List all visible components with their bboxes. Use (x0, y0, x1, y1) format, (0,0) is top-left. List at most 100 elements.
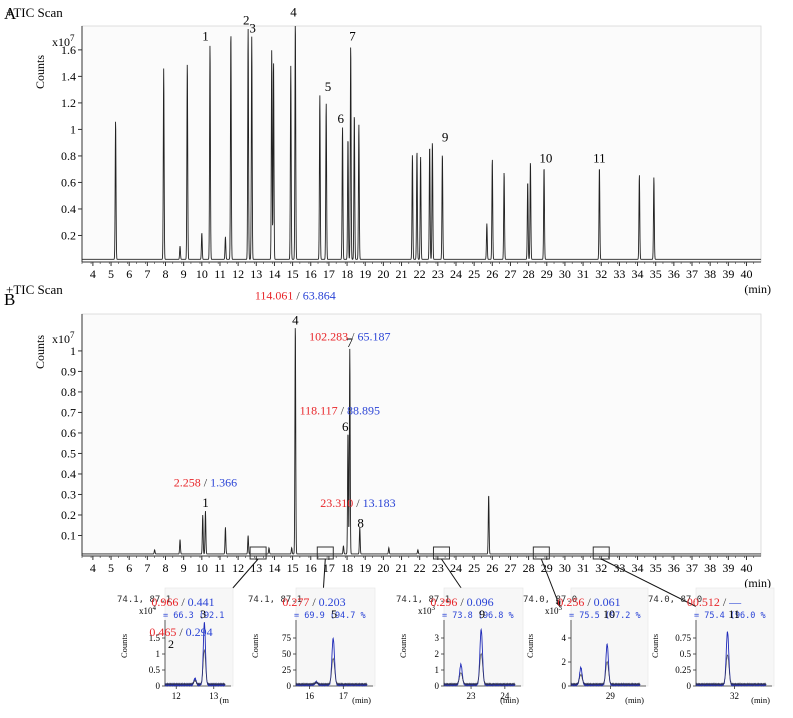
zoom-inset: 74.0, 87.0 = 75.4 (96.0 % Counts 0 0.25 0.5 0.… (648, 587, 775, 705)
inset-match: = 69.9 (94.7 % (294, 611, 366, 621)
x-tick-label: 27 (504, 267, 516, 281)
ratio-blue: 0.441 (188, 595, 215, 609)
x-tick-label: 31 (577, 561, 589, 575)
inset-y-tick-label: 0.5 (149, 665, 161, 675)
x-tick-label: 12 (232, 561, 244, 575)
ratio-annotation: 23.310 / 13.183 (320, 496, 395, 510)
x-tick-label: 37 (686, 267, 698, 281)
inset-y-tick-label: 2 (435, 649, 440, 659)
ratio-red: 00.512 (687, 595, 720, 609)
x-tick-label: 17 (323, 267, 335, 281)
inset-ratio: 0.465 / 0.294 (149, 625, 212, 639)
inset-x-tick-label: 29 (606, 691, 616, 701)
x-tick-label: 26 (486, 561, 498, 575)
x-tick-label: 20 (377, 267, 389, 281)
x-tick-label: 39 (722, 561, 734, 575)
y-multiplier: x107 (52, 330, 75, 346)
inset-multiplier: x103 (545, 604, 563, 616)
inset-ratio: 0.296 / 0.096 (430, 595, 493, 609)
x-tick-label: 34 (632, 267, 644, 281)
x-tick-label: 6 (126, 561, 132, 575)
x-tick-label: 27 (504, 561, 516, 575)
inset-x-unit: (min) (751, 695, 770, 705)
inset-peak-number: 5 (331, 607, 337, 621)
x-tick-label: 39 (722, 267, 734, 281)
x-tick-label: 9 (181, 267, 187, 281)
x-tick-label: 34 (632, 561, 644, 575)
x-tick-label: 24 (450, 561, 462, 575)
ratio-sep: / (338, 403, 347, 417)
ratio-blue: — (728, 595, 742, 609)
x-tick-label: 29 (541, 267, 553, 281)
inset-header: 74.0, 87.0 (523, 595, 577, 605)
inset-y-tick-label: 0.5 (680, 649, 692, 659)
x-tick-label: 35 (650, 561, 662, 575)
peak-label: 4 (292, 312, 299, 327)
peak-label: 2 (243, 13, 250, 28)
x-tick-label: 5 (108, 267, 114, 281)
x-tick-label: 6 (126, 267, 132, 281)
ratio-sep: / (348, 330, 357, 344)
inset-y-tick-label: 0 (287, 681, 292, 691)
x-tick-label: 10 (196, 561, 208, 575)
inset-y-tick-label: 0 (687, 681, 692, 691)
x-tick-label: 22 (414, 561, 426, 575)
x-tick-label: 8 (163, 561, 169, 575)
peak-label: 1 (202, 29, 209, 44)
ratio-sep: / (293, 289, 302, 303)
x-tick-label: 19 (359, 561, 371, 575)
inset-trace (295, 637, 368, 687)
inset-match: = 75.4 (96.0 % (694, 611, 766, 621)
inset-peak-number: 9 (479, 607, 485, 621)
y-tick-label: 0.4 (61, 202, 76, 216)
callout-line (540, 558, 561, 608)
x-tick-label: 4 (90, 561, 96, 575)
inset-y-tick-label: 0.25 (675, 665, 691, 675)
ratio-blue: 0.294 (186, 625, 213, 639)
ratio-sep: / (457, 595, 466, 609)
inset-peak-number: 11 (728, 607, 740, 621)
inset-background (570, 587, 649, 687)
x-axis-label: (min) (744, 576, 771, 590)
ratio-annotation: 118.117 / 88.895 (300, 403, 380, 417)
x-tick-label: 15 (287, 561, 299, 575)
scan-header: +TIC Scan (6, 5, 63, 20)
x-tick-label: 14 (268, 561, 280, 575)
peak-label: 6 (342, 419, 349, 434)
inset-y-tick-label: 75 (282, 633, 292, 643)
tic-trace (82, 25, 761, 260)
inset-qualifier-trace (443, 652, 516, 686)
tic-trace (82, 328, 761, 555)
ratio-red: 0.256 (557, 595, 584, 609)
x-tick-label: 21 (396, 561, 408, 575)
inset-y-tick-label: 0.75 (675, 633, 691, 643)
inset-qualifier-trace (695, 654, 767, 686)
y-tick-label: 0.6 (61, 175, 76, 189)
inset-header: 74.1, 87.1 (396, 595, 450, 605)
peak-label: 11 (593, 151, 606, 166)
peak-label: 7 (347, 335, 354, 350)
inset-y-tick-label: 25 (282, 665, 292, 675)
peak-label: 10 (539, 151, 552, 166)
inset-trace (164, 622, 226, 688)
y-tick-label: 0.6 (61, 426, 76, 440)
y-tick-label: 1 (70, 344, 76, 358)
x-tick-label: 24 (450, 267, 462, 281)
x-tick-label: 40 (740, 267, 752, 281)
inset-x-tick-label: 12 (172, 691, 181, 701)
ratio-sep: / (176, 625, 185, 639)
x-tick-label: 20 (377, 561, 389, 575)
x-tick-label: 19 (359, 267, 371, 281)
inset-y-tick-label: 0 (562, 681, 567, 691)
ratio-red: 118.117 (300, 403, 338, 417)
y-tick-label: 0.5 (61, 446, 76, 460)
peak-label: 9 (442, 129, 449, 144)
ratio-sep: / (584, 595, 593, 609)
x-tick-label: 18 (341, 561, 353, 575)
x-tick-label: 38 (704, 561, 716, 575)
inset-exponent: 3 (432, 604, 436, 612)
inset-header: 74.1, 87.1 (117, 595, 171, 605)
ratio-sep: / (309, 595, 318, 609)
x-tick-label: 35 (650, 267, 662, 281)
inset-x-unit: (min) (625, 695, 644, 705)
